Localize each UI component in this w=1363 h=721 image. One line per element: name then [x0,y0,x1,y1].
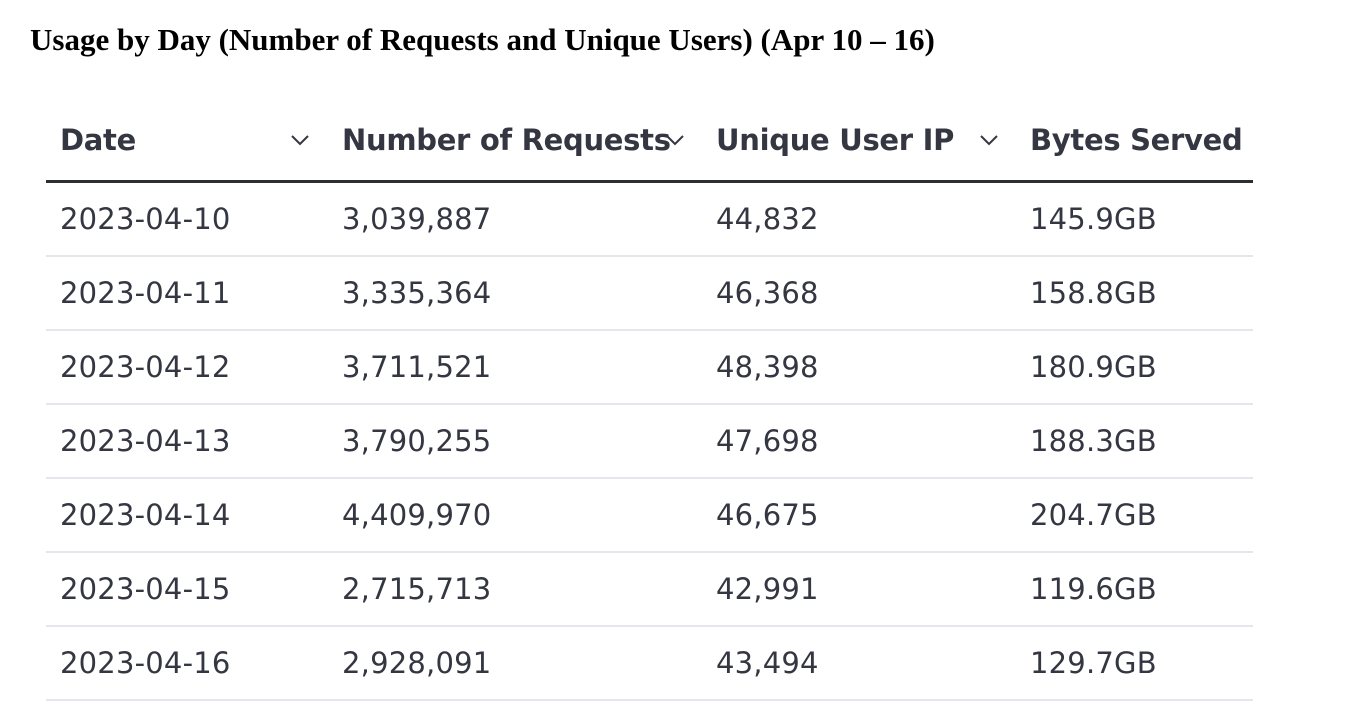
column-divider [323,257,325,329]
column-divider [1012,627,1014,699]
column-divider [1012,405,1014,477]
table-row: 2023-04-11 3,335,364 46,368 158.8GB [46,257,1253,331]
column-divider [698,257,700,329]
cell-bytes: 158.8GB [1030,276,1157,310]
usage-table: Date Number of Requests Unique User IP B… [46,100,1253,701]
cell-date: 2023-04-14 [60,498,231,532]
cell-unique-ips: 46,675 [716,498,819,532]
cell-unique-ips: 44,832 [716,202,819,236]
page-title: Usage by Day (Number of Requests and Uni… [30,22,935,57]
column-divider [323,479,325,551]
table-row: 2023-04-10 3,039,887 44,832 145.9GB [46,183,1253,257]
table-row: 2023-04-14 4,409,970 46,675 204.7GB [46,479,1253,553]
chevron-down-icon[interactable] [665,100,685,180]
table-header-row: Date Number of Requests Unique User IP B… [46,100,1253,183]
column-divider [323,553,325,625]
column-divider [698,553,700,625]
cell-requests: 2,715,713 [342,572,492,606]
table-row: 2023-04-15 2,715,713 42,991 119.6GB [46,553,1253,627]
cell-requests: 3,790,255 [342,424,492,458]
chevron-down-icon[interactable] [979,100,999,180]
cell-date: 2023-04-15 [60,572,231,606]
column-divider [1012,479,1014,551]
cell-bytes: 119.6GB [1030,572,1157,606]
column-divider [698,479,700,551]
cell-bytes: 145.9GB [1030,202,1157,236]
column-header-label: Bytes Served [1030,123,1243,157]
cell-bytes: 188.3GB [1030,424,1157,458]
cell-date: 2023-04-11 [60,276,231,310]
cell-requests: 3,039,887 [342,202,492,236]
cell-unique-ips: 48,398 [716,350,819,384]
column-divider [698,183,700,255]
column-header-label: Unique User IP [716,123,955,157]
cell-date: 2023-04-13 [60,424,231,458]
column-divider [698,331,700,403]
column-divider [1012,183,1014,255]
cell-requests: 2,928,091 [342,646,492,680]
cell-date: 2023-04-12 [60,350,231,384]
column-header-unique-ip[interactable]: Unique User IP [716,100,954,180]
cell-bytes: 180.9GB [1030,350,1157,384]
table-row: 2023-04-16 2,928,091 43,494 129.7GB [46,627,1253,701]
cell-unique-ips: 46,368 [716,276,819,310]
column-header-label: Date [60,123,136,157]
column-header-bytes[interactable]: Bytes Served [1030,100,1243,180]
column-divider [1012,257,1014,329]
cell-date: 2023-04-10 [60,202,231,236]
column-divider [698,405,700,477]
column-divider [323,331,325,403]
cell-date: 2023-04-16 [60,646,231,680]
cell-unique-ips: 43,494 [716,646,819,680]
table-row: 2023-04-12 3,711,521 48,398 180.9GB [46,331,1253,405]
column-header-label: Number of Requests [342,123,671,157]
column-divider [323,183,325,255]
column-header-requests[interactable]: Number of Requests [342,100,671,180]
cell-requests: 3,711,521 [342,350,492,384]
table-row: 2023-04-13 3,790,255 47,698 188.3GB [46,405,1253,479]
column-divider [1012,331,1014,403]
column-divider [1012,553,1014,625]
cell-bytes: 204.7GB [1030,498,1157,532]
column-divider [698,627,700,699]
cell-requests: 3,335,364 [342,276,492,310]
chevron-down-icon[interactable] [290,100,310,180]
cell-unique-ips: 47,698 [716,424,819,458]
cell-bytes: 129.7GB [1030,646,1157,680]
column-divider [323,627,325,699]
column-header-date[interactable]: Date [60,100,136,180]
cell-unique-ips: 42,991 [716,572,819,606]
cell-requests: 4,409,970 [342,498,492,532]
column-divider [323,405,325,477]
